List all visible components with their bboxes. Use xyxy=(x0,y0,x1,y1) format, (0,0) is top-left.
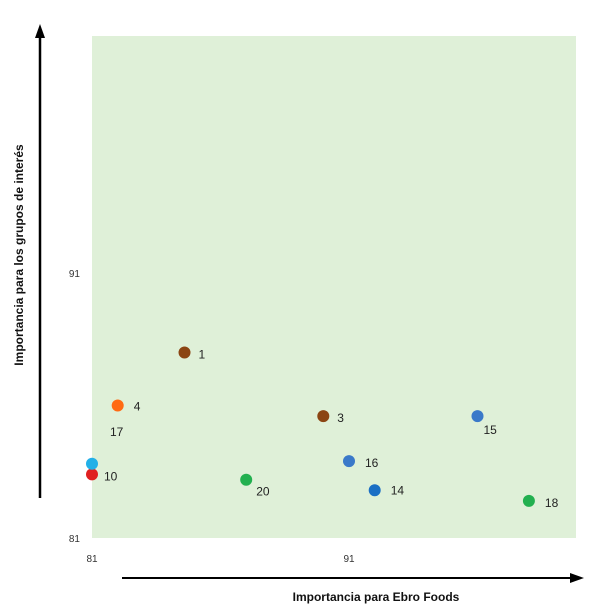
point-label-15: 15 xyxy=(484,423,498,437)
plot-area xyxy=(92,36,576,538)
point-label-17: 17 xyxy=(110,425,124,439)
point-17 xyxy=(86,457,98,470)
y-axis-arrowhead xyxy=(35,24,45,38)
x-axis-arrowhead xyxy=(570,573,584,583)
points-layer: 1 3 4 10 14 15 16 17 18 20 xyxy=(86,346,559,510)
x-tick-label-91: 91 xyxy=(343,554,355,565)
point-label-1: 1 xyxy=(199,348,206,362)
point-label-4: 4 xyxy=(134,400,141,414)
point-1 xyxy=(178,346,191,359)
point-4 xyxy=(111,399,124,412)
point-18 xyxy=(522,494,535,507)
point-15 xyxy=(471,410,484,423)
point-16 xyxy=(343,455,355,468)
y-tick-label-81: 81 xyxy=(69,534,81,545)
y-tick-label-91: 91 xyxy=(69,269,81,280)
point-label-14: 14 xyxy=(391,483,405,497)
x-tick-label-81: 81 xyxy=(86,554,98,565)
point-10 xyxy=(86,468,98,481)
point-3 xyxy=(317,410,330,423)
point-label-20: 20 xyxy=(256,485,270,499)
point-label-16: 16 xyxy=(365,456,379,470)
point-14 xyxy=(368,484,381,497)
y-axis-title: Importancia para los grupos de interés xyxy=(12,144,26,366)
point-label-18: 18 xyxy=(545,496,559,510)
x-axis-title: Importancia para Ebro Foods xyxy=(293,590,460,604)
point-20 xyxy=(240,473,253,486)
point-label-10: 10 xyxy=(104,469,118,483)
point-label-3: 3 xyxy=(337,411,344,425)
